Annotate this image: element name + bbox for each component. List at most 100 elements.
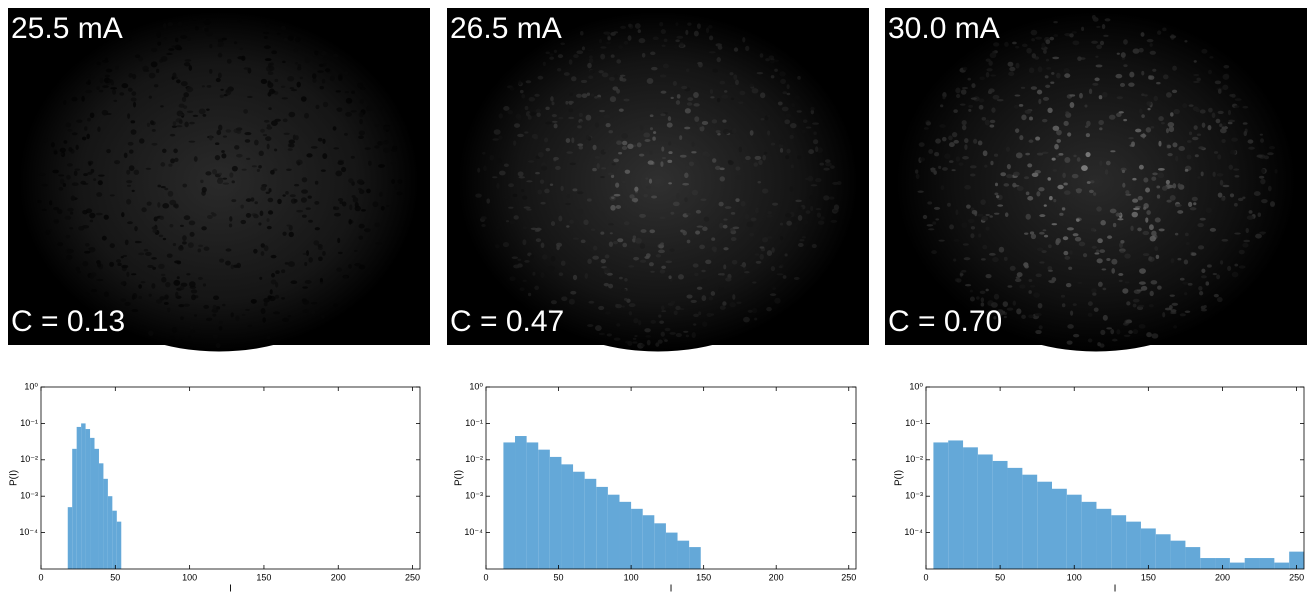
speckle (1036, 247, 1044, 252)
speckle (691, 332, 696, 338)
speckle (366, 105, 373, 112)
speckle (985, 288, 989, 292)
speckle (649, 127, 654, 131)
speckle (1148, 75, 1155, 80)
speckle (970, 97, 977, 100)
speckle (192, 17, 198, 21)
speckle (955, 87, 961, 94)
speckle (359, 118, 363, 125)
speckle (75, 266, 80, 272)
histogram-bar (549, 456, 562, 569)
speckle (586, 92, 591, 96)
speckle (679, 135, 683, 141)
speckle (207, 214, 213, 219)
speckle (503, 106, 510, 111)
y-tick-label: 10⁻¹ (465, 418, 483, 428)
speckle (342, 275, 348, 279)
speckle (594, 155, 601, 159)
speckle (1198, 146, 1205, 150)
speckle (662, 63, 669, 69)
speckle (622, 140, 628, 146)
speckle (489, 154, 495, 161)
speckle (130, 97, 137, 102)
speckle (1116, 112, 1122, 117)
speckle (237, 56, 244, 60)
speckle (659, 269, 666, 274)
speckle (175, 37, 179, 43)
speckle (1200, 171, 1204, 177)
speckle (1013, 171, 1020, 177)
speckle (735, 198, 740, 202)
speckle (994, 182, 999, 187)
x-tick-label: 250 (405, 572, 420, 582)
speckle (997, 309, 1004, 313)
speckle (350, 110, 357, 113)
speckle (482, 151, 486, 155)
speckle (341, 201, 347, 207)
speckle (228, 223, 233, 228)
speckle (1189, 207, 1197, 211)
speckle (1056, 72, 1061, 79)
histogram-bar (619, 501, 632, 569)
speckle (1198, 285, 1203, 291)
speckle (179, 285, 185, 291)
speckle (616, 140, 623, 145)
speckle (599, 109, 605, 113)
speckle (475, 193, 482, 198)
speckle (587, 49, 595, 52)
speckle (231, 180, 235, 184)
speckle (1197, 223, 1204, 228)
speckle (590, 93, 595, 97)
speckle (617, 238, 624, 243)
speckle (1112, 222, 1117, 228)
speckle (805, 210, 811, 214)
speckle (1136, 289, 1143, 292)
speckle (164, 187, 169, 191)
speckle (170, 158, 175, 164)
speckle (1123, 334, 1131, 337)
speckle (701, 120, 709, 125)
speckle (609, 232, 613, 235)
speckle (318, 256, 323, 262)
speckle (955, 209, 959, 216)
speckle (1137, 227, 1142, 232)
speckle (1268, 145, 1275, 150)
speckle (304, 57, 311, 64)
speckle (540, 242, 545, 249)
speckle (751, 88, 759, 94)
speckle (1092, 292, 1097, 296)
speckle (962, 243, 969, 246)
speckle (1073, 333, 1080, 338)
speckle (668, 182, 672, 185)
speckle (151, 47, 158, 53)
speckle (1104, 18, 1111, 22)
speckle (1196, 77, 1201, 82)
speckle (1020, 86, 1026, 89)
speckle (1191, 252, 1197, 256)
y-tick-label: 10⁻¹ (905, 418, 923, 428)
speckle (547, 182, 552, 189)
speckle (1046, 67, 1052, 70)
speckle (275, 270, 280, 274)
speckle (212, 313, 217, 317)
speckle (599, 211, 605, 217)
speckle (786, 220, 792, 226)
speckle (138, 284, 142, 289)
speckle (762, 154, 767, 161)
speckle (712, 306, 717, 310)
speckle (157, 41, 162, 46)
speckle (1213, 293, 1219, 298)
speckle (222, 303, 226, 307)
speckle (1019, 284, 1026, 289)
speckle (1071, 31, 1077, 34)
speckle (123, 152, 128, 159)
speckle (709, 89, 714, 94)
speckle (1132, 329, 1139, 335)
speckle (198, 244, 204, 248)
speckle (218, 326, 223, 331)
speckle (522, 279, 527, 283)
speckle (206, 85, 212, 88)
speckle (333, 147, 340, 150)
x-tick-label: 100 (182, 572, 197, 582)
speckle (212, 334, 219, 339)
